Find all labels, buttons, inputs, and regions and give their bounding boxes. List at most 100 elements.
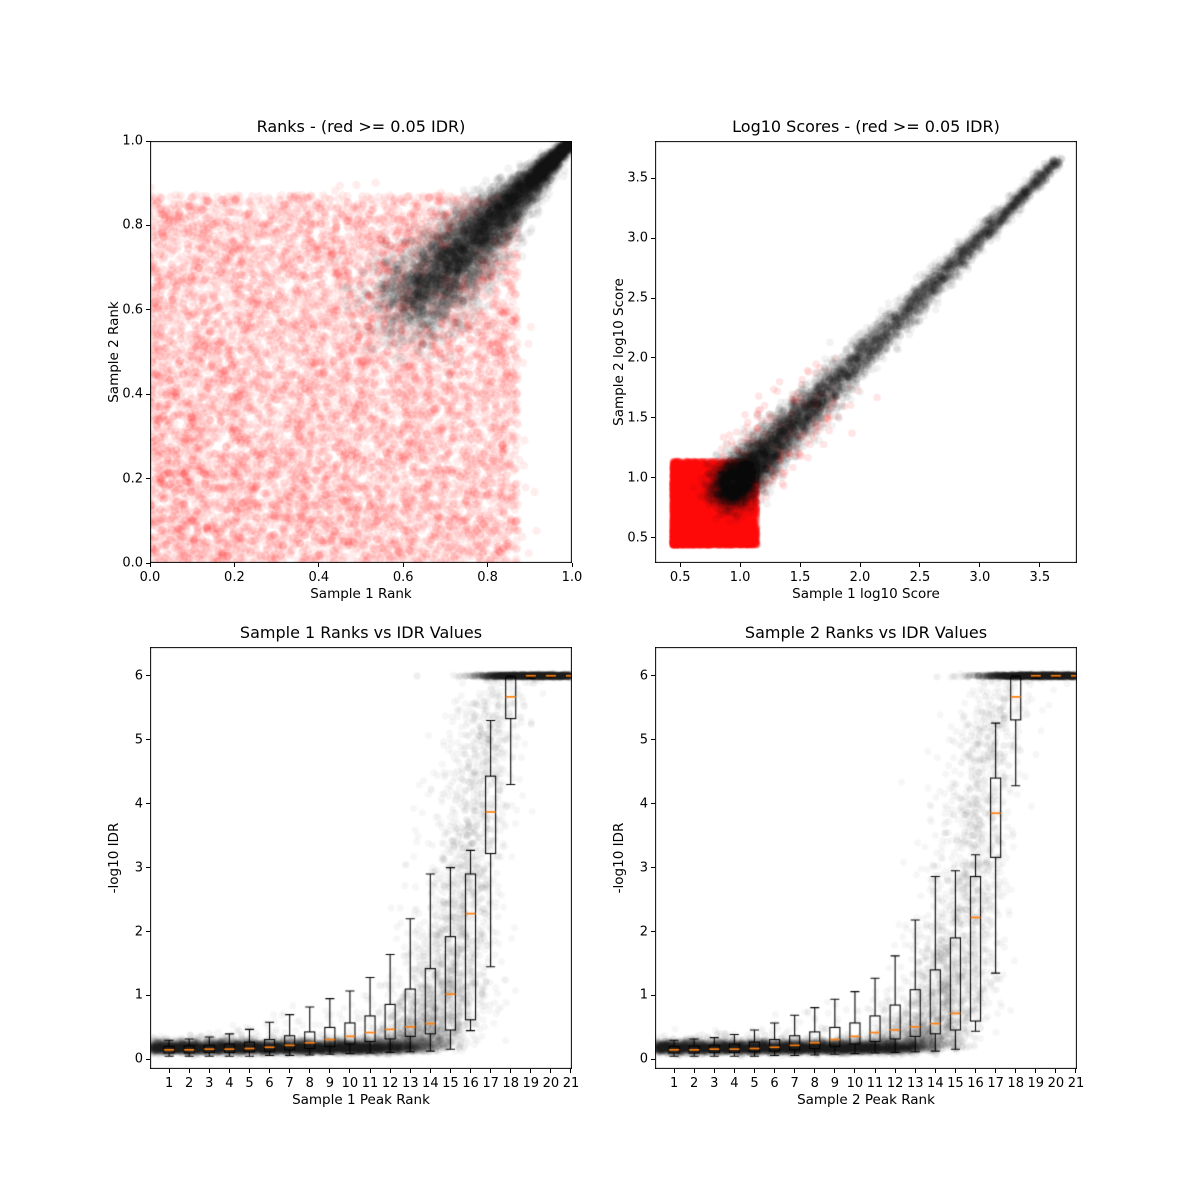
x-tick-mark	[149, 563, 151, 567]
x-tick-mark	[859, 563, 861, 567]
y-tick-label: 1	[134, 987, 143, 1003]
y-tick-label: 4	[639, 796, 648, 812]
y-tick-label: 1.5	[627, 410, 648, 426]
x-tick-mark	[409, 1069, 411, 1073]
y-tick-label: 4	[134, 796, 143, 812]
log10-scores-canvas	[655, 141, 1077, 563]
plot-title: Log10 Scores - (red >= 0.05 IDR)	[732, 117, 1000, 136]
x-tick-mark	[934, 1069, 936, 1073]
x-tick-label: 7	[790, 1076, 799, 1091]
y-tick-label: 0	[134, 1051, 143, 1067]
y-axis-label: Sample 2 Rank	[106, 301, 122, 403]
x-tick-label: 6	[265, 1076, 274, 1091]
y-tick-label: 0.2	[122, 471, 143, 487]
x-tick-label: 13	[906, 1076, 924, 1091]
x-tick-mark	[1055, 1069, 1057, 1073]
x-tick-label: 7	[285, 1076, 294, 1091]
x-tick-label: 15	[442, 1076, 459, 1091]
x-tick-mark	[1015, 1069, 1017, 1073]
sample1-rank-idr-canvas	[150, 647, 572, 1069]
x-axis-label: Sample 2 Peak Rank	[797, 1092, 935, 1108]
y-tick-label: 6	[639, 668, 648, 684]
y-tick-label: 0.5	[627, 530, 648, 546]
x-tick-mark	[1039, 563, 1041, 567]
x-tick-mark	[753, 1069, 755, 1073]
x-tick-label: 21	[1067, 1076, 1085, 1091]
y-tick-label: 0.6	[122, 302, 143, 318]
x-tick-mark	[369, 1069, 371, 1073]
x-tick-mark	[530, 1069, 532, 1073]
x-tick-mark	[739, 563, 741, 567]
x-tick-mark	[794, 1069, 796, 1073]
y-axis-label: Sample 2 log10 Score	[611, 278, 627, 426]
x-tick-label: 3.5	[1029, 570, 1051, 585]
x-tick-mark	[571, 563, 573, 567]
y-tick-label: 5	[134, 732, 143, 748]
y-tick-label: 1	[639, 987, 648, 1003]
x-tick-label: 11	[866, 1076, 884, 1091]
x-axis-label: Sample 1 Peak Rank	[292, 1092, 430, 1108]
x-tick-mark	[289, 1069, 291, 1073]
x-tick-label: 20	[542, 1076, 560, 1091]
x-tick-mark	[349, 1069, 351, 1073]
y-axis-label: -log10 IDR	[611, 822, 627, 894]
x-tick-label: 13	[401, 1076, 419, 1091]
y-tick-label: 2	[134, 924, 143, 940]
subplot-log10-scores-scatter: Log10 Scores - (red >= 0.05 IDR) Sample …	[611, 117, 1077, 602]
x-tick-mark	[329, 1069, 331, 1073]
x-tick-mark	[402, 563, 404, 567]
x-tick-mark	[449, 1069, 451, 1073]
y-tick-label: 3	[639, 860, 648, 876]
y-tick-label: 2.5	[627, 290, 648, 306]
plot-title: Sample 1 Ranks vs IDR Values	[239, 623, 483, 642]
x-tick-label: 2	[185, 1076, 194, 1091]
y-tick-label: 5	[639, 732, 648, 748]
x-tick-label: 1.0	[729, 570, 751, 585]
x-tick-mark	[713, 1069, 715, 1073]
x-tick-label: 14	[422, 1076, 439, 1091]
subplot-ranks-scatter: Ranks - (red >= 0.05 IDR) Sample 2 Rank …	[106, 117, 582, 602]
x-tick-label: 0.8	[477, 570, 498, 585]
x-tick-label: 19	[522, 1076, 540, 1091]
x-tick-label: 0.4	[308, 570, 330, 585]
x-axis-label: Sample 1 Rank	[310, 586, 412, 602]
x-tick-mark	[188, 1069, 190, 1073]
x-tick-label: 2.0	[849, 570, 871, 585]
x-tick-label: 18	[1007, 1076, 1024, 1091]
x-tick-label: 8	[810, 1076, 819, 1091]
x-tick-label: 9	[830, 1076, 839, 1091]
y-tick-label: 3	[134, 860, 143, 876]
y-tick-label: 0.8	[122, 217, 143, 233]
x-tick-mark	[995, 1069, 997, 1073]
x-tick-mark	[914, 1069, 916, 1073]
y-tick-label: 3.5	[627, 170, 648, 186]
x-tick-label: 16	[967, 1076, 984, 1091]
x-tick-label: 5	[245, 1076, 254, 1091]
subplot-sample1-rank-vs-idr: Sample 1 Ranks vs IDR Values -log10 IDR …	[106, 623, 579, 1108]
y-tick-label: 0	[639, 1051, 648, 1067]
x-tick-mark	[389, 1069, 391, 1073]
x-tick-label: 17	[482, 1076, 499, 1091]
x-tick-label: 18	[502, 1076, 519, 1091]
y-tick-label: 1.0	[627, 470, 648, 486]
x-tick-label: 0.2	[224, 570, 245, 585]
y-tick-label: 0.4	[122, 386, 143, 402]
x-tick-label: 1	[164, 1076, 174, 1091]
x-tick-mark	[733, 1069, 735, 1073]
subplot-sample2-rank-vs-idr: Sample 2 Ranks vs IDR Values -log10 IDR …	[611, 623, 1084, 1108]
y-tick-label: 2.0	[627, 350, 648, 366]
x-tick-label: 21	[562, 1076, 580, 1091]
x-tick-mark	[814, 1069, 816, 1073]
x-axis-label: Sample 1 log10 Score	[792, 586, 940, 602]
x-tick-mark	[874, 1069, 876, 1073]
x-tick-label: 0.6	[392, 570, 414, 585]
y-tick-label: 6	[134, 668, 143, 684]
x-tick-mark	[490, 1069, 492, 1073]
x-tick-mark	[318, 563, 320, 567]
x-tick-label: 15	[947, 1076, 964, 1091]
plot-title: Ranks - (red >= 0.05 IDR)	[256, 117, 466, 136]
x-tick-mark	[269, 1069, 271, 1073]
x-tick-label: 16	[462, 1076, 479, 1091]
x-tick-label: 20	[1047, 1076, 1065, 1091]
x-tick-label: 14	[927, 1076, 944, 1091]
